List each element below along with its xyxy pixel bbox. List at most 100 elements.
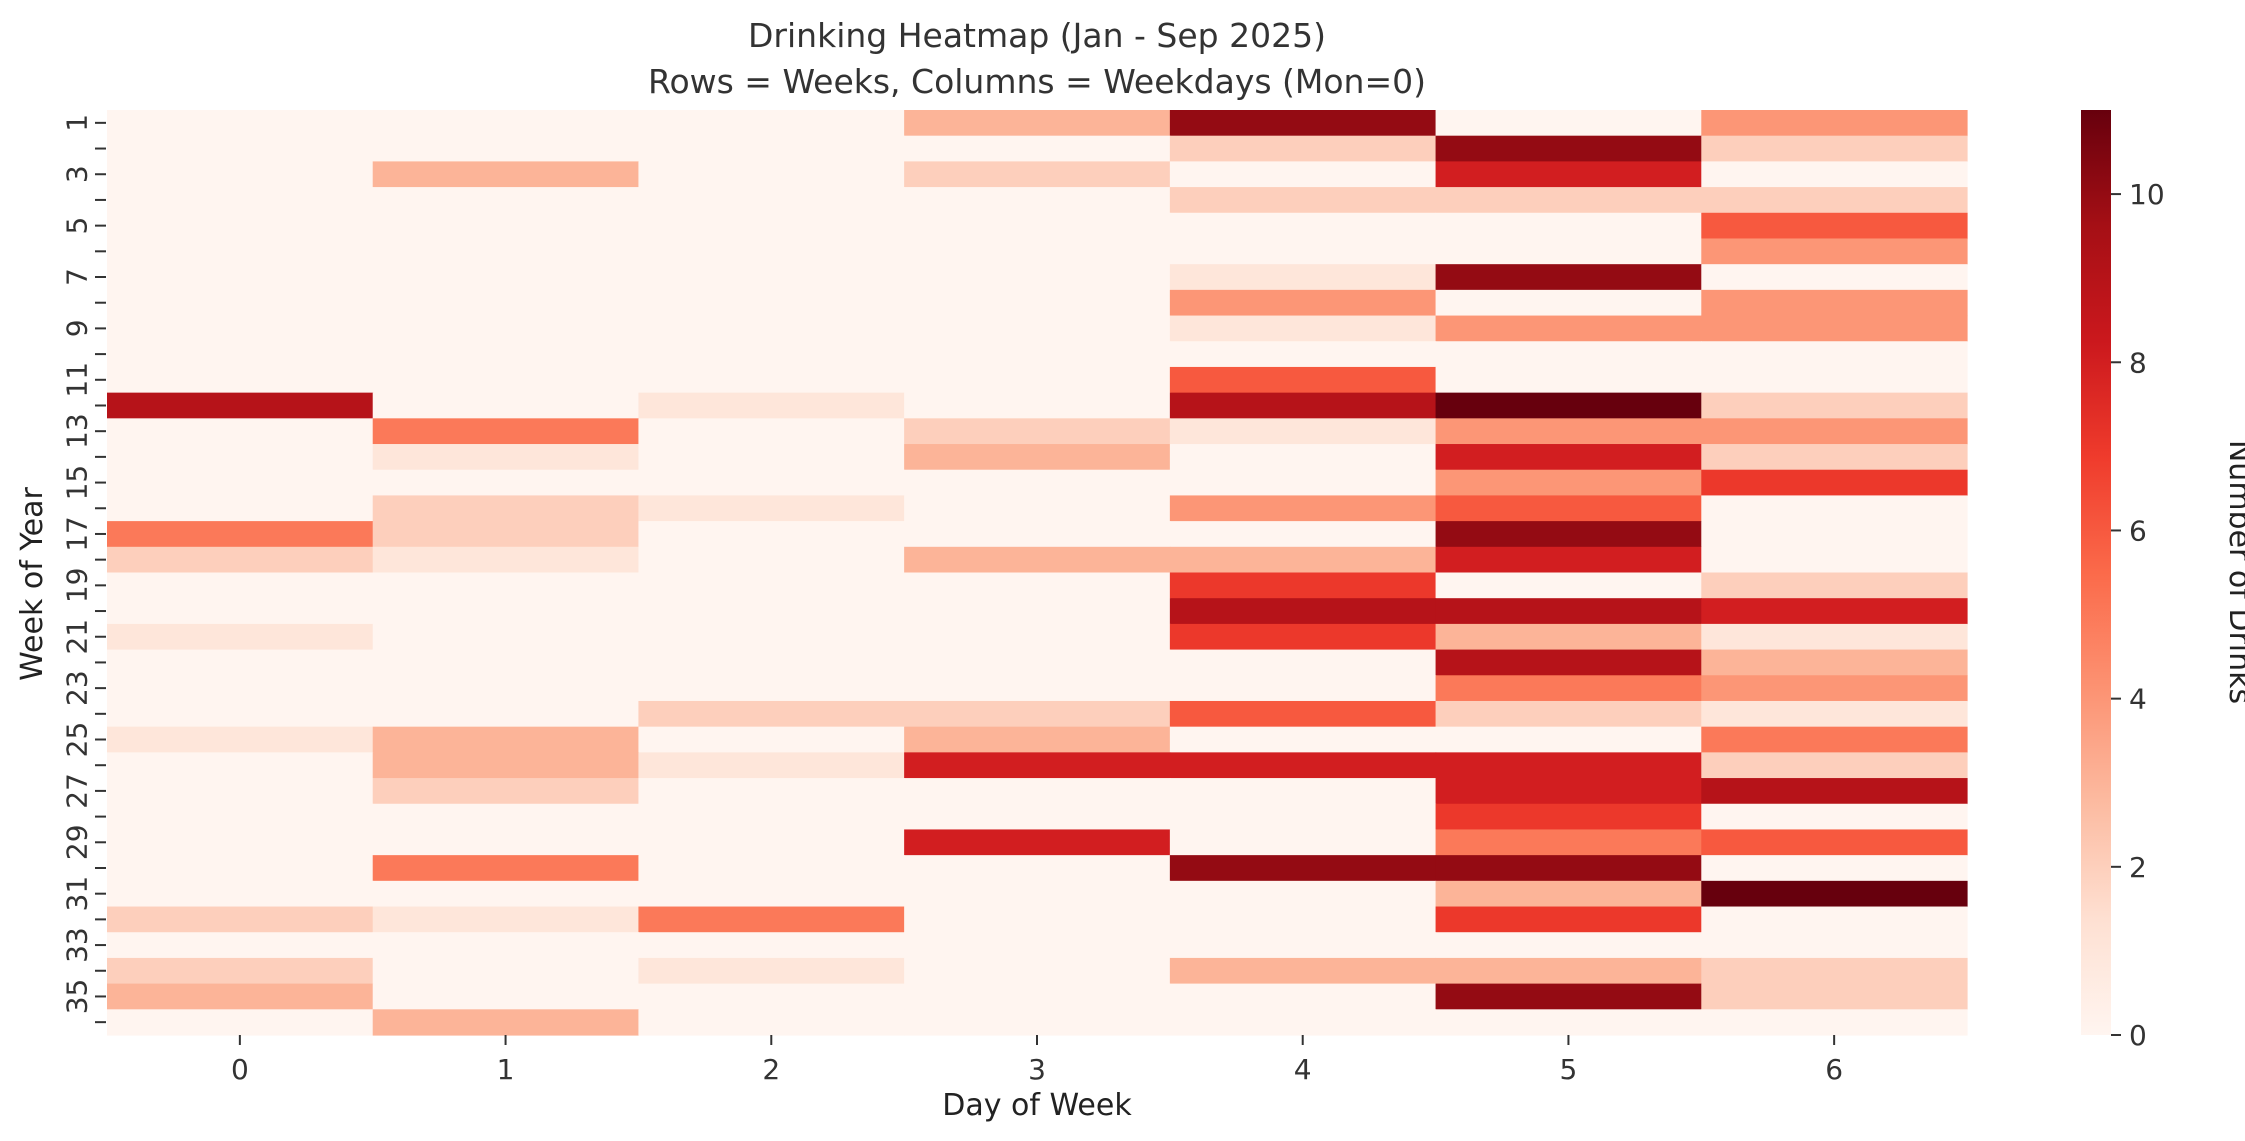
heatmap-cell: [372, 803, 640, 831]
heatmap-cell: [638, 418, 905, 445]
heatmap-cell: [372, 983, 640, 1010]
heatmap-cell: [107, 238, 374, 265]
heatmap-cell: [1169, 238, 1437, 265]
y-tick-label: 19: [61, 568, 94, 604]
heatmap-cell: [1435, 238, 1702, 265]
heatmap-cell: [638, 161, 905, 188]
heatmap-cell: [1435, 495, 1702, 522]
colorbar-ticks: 0 2 4 6 8 10: [2111, 178, 2165, 1052]
colorbar-tick-label: 4: [2129, 683, 2147, 716]
heatmap-cell: [372, 495, 640, 522]
heatmap-cell: [1701, 829, 1968, 856]
heatmap-cell: [107, 726, 374, 753]
heatmap-cell: [638, 983, 905, 1010]
heatmap-cell: [107, 880, 374, 908]
heatmap-cell: [1435, 906, 1702, 933]
heatmap-cell: [107, 341, 374, 368]
heatmap-cell: [1701, 469, 1968, 497]
heatmap-cell: [1169, 880, 1437, 908]
heatmap-cell: [1701, 289, 1968, 317]
heatmap-cell: [1701, 855, 1968, 882]
heatmap-cell: [904, 110, 1171, 137]
heatmap-cell: [904, 161, 1171, 188]
heatmap-cell: [107, 1009, 374, 1036]
y-tick-label: 31: [61, 876, 94, 912]
colorbar-tick-label: 0: [2129, 1019, 2147, 1052]
heatmap-cell: [904, 675, 1171, 702]
heatmap-cell: [1701, 546, 1968, 574]
heatmap-cell: [107, 392, 374, 419]
heatmap-cell: [372, 1009, 640, 1036]
y-tick-label: 21: [61, 619, 94, 655]
heatmap-cell: [904, 906, 1171, 933]
heatmap-cell: [1435, 700, 1702, 728]
heatmap-cell: [1435, 726, 1702, 753]
heatmap-cell: [904, 829, 1171, 856]
heatmap-cell: [904, 598, 1171, 625]
x-tick-label: 6: [1825, 1053, 1843, 1086]
heatmap-cell: [1435, 598, 1702, 625]
heatmap-cell: [1701, 675, 1968, 702]
y-tick-label: 23: [61, 670, 94, 706]
heatmap-cell: [1169, 957, 1437, 985]
heatmap-cell: [904, 649, 1171, 676]
heatmap-cell: [638, 495, 905, 522]
heatmap-cell: [638, 366, 905, 394]
heatmap-cell: [1701, 700, 1968, 728]
colorbar-tick-label: 8: [2129, 346, 2147, 379]
colorbar: [2081, 110, 2111, 1035]
colorbar-tick-label: 6: [2129, 514, 2147, 547]
heatmap-cell: [107, 855, 374, 882]
heatmap-cell: [904, 392, 1171, 419]
heatmap-cell: [372, 778, 640, 805]
heatmap-cell: [1169, 521, 1437, 548]
colorbar-tick-label: 10: [2129, 178, 2165, 211]
heatmap-cell: [1701, 341, 1968, 368]
heatmap-cell: [638, 726, 905, 753]
heatmap-cell: [372, 932, 640, 959]
heatmap-cell: [1169, 187, 1437, 214]
heatmap-cell: [1701, 598, 1968, 625]
heatmap-cell: [372, 341, 640, 368]
heatmap-cell: [372, 572, 640, 599]
y-tick-label: 29: [61, 824, 94, 860]
heatmap-cell: [372, 110, 640, 137]
heatmap-cell: [638, 264, 905, 291]
heatmap-cell: [1169, 366, 1437, 394]
heatmap-cell: [638, 521, 905, 548]
heatmap-cell: [1435, 983, 1702, 1010]
heatmap-cell: [372, 469, 640, 497]
heatmap-cell: [904, 469, 1171, 497]
x-tick-label: 3: [1028, 1053, 1046, 1086]
heatmap-cell: [372, 726, 640, 753]
heatmap-cell: [1169, 264, 1437, 291]
heatmap-cell: [904, 855, 1171, 882]
heatmap-cell: [1701, 315, 1968, 342]
heatmap-cell: [372, 675, 640, 702]
heatmap-cell: [1435, 315, 1702, 342]
heatmap-cell: [1701, 983, 1968, 1010]
heatmap-cell: [1435, 521, 1702, 548]
heatmap-cell: [904, 315, 1171, 342]
heatmap-cell: [372, 135, 640, 162]
heatmap-cell: [638, 700, 905, 728]
heatmap-cell: [638, 829, 905, 856]
heatmap-cell: [1435, 469, 1702, 497]
heatmap-cell: [1435, 675, 1702, 702]
heatmap-cell: [638, 649, 905, 676]
heatmap-cell: [372, 264, 640, 291]
heatmap-cell: [1435, 444, 1702, 471]
heatmap-cell: [107, 803, 374, 831]
heatmap-cell: [1169, 598, 1437, 625]
heatmap-cell: [1435, 289, 1702, 317]
heatmap-cell: [107, 700, 374, 728]
x-tick-label: 2: [762, 1053, 780, 1086]
heatmap-cell: [1169, 135, 1437, 162]
heatmap-cell: [107, 932, 374, 959]
heatmap-cell: [1169, 829, 1437, 856]
heatmap-cell: [638, 778, 905, 805]
heatmap-cell: [1701, 264, 1968, 291]
heatmap-cell: [372, 855, 640, 882]
y-tick-label: 5: [61, 217, 94, 235]
heatmap-cell: [1435, 341, 1702, 368]
